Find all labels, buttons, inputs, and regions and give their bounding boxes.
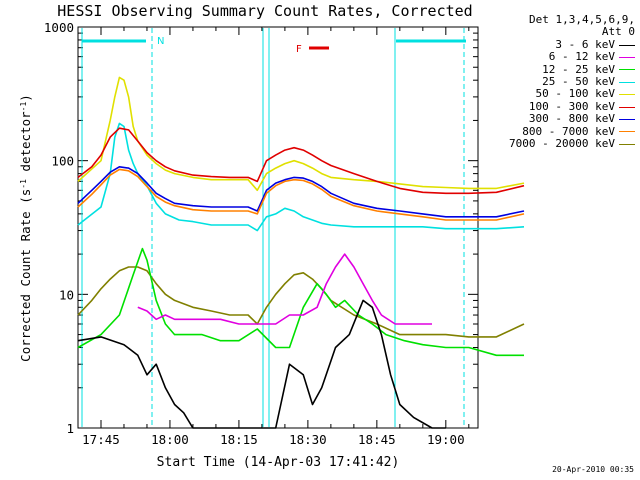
y-axis: 1 10 100 1000	[44, 20, 478, 436]
series-line-6	[77, 127, 525, 195]
x-tick-label: 18:45	[358, 432, 396, 447]
y-axis-label-mid: detector	[18, 111, 33, 179]
y-axis-label-sup1: -1	[19, 179, 28, 189]
legend-swatch	[619, 81, 635, 83]
x-tick-label: 19:00	[427, 432, 465, 447]
y-axis-label-main: Corrected Count Rate (s	[18, 189, 33, 362]
series-group	[77, 76, 525, 429]
legend-entry: 300 - 800 keV	[470, 112, 635, 126]
legend-label: 25 - 50 keV	[542, 75, 615, 89]
legend-swatch	[619, 94, 635, 96]
legend-label: 300 - 800 keV	[528, 112, 615, 126]
legend-swatch	[619, 131, 635, 133]
legend-swatch	[619, 44, 635, 46]
series-line-3	[77, 247, 524, 357]
legend-label: 50 - 100 keV	[535, 87, 615, 101]
y-tick-label: 100	[51, 154, 74, 169]
legend-entry: 12 - 25 keV	[470, 62, 635, 76]
legend-label: 7000 - 20000 keV	[509, 137, 615, 151]
y-tick-label: 1000	[44, 20, 74, 35]
legend-header-line2: Att 0	[601, 25, 635, 39]
series-line-2	[137, 253, 432, 325]
legend-header-line1: Det 1,3,4,5,6,9,	[529, 13, 635, 26]
legend-entry: 7000 - 20000 keV	[470, 137, 635, 151]
y-tick-label: 1	[66, 421, 74, 436]
series-line-8	[77, 168, 525, 221]
legend-entries: 3 - 6 keV 6 - 12 keV 12 - 25 keV 25 - 50 ke…	[470, 37, 635, 151]
x-axis: 17:45 18:00 18:15 18:30 18:45 19:00	[77, 27, 470, 447]
legend-label: 3 - 6 keV	[555, 37, 615, 51]
x-tick-label: 18:15	[220, 432, 258, 447]
legend-label: 6 - 12 keV	[548, 50, 615, 64]
x-tick-label: 18:00	[151, 432, 189, 447]
x-tick-label: 17:45	[82, 432, 120, 447]
series-line-5	[77, 76, 525, 192]
series-line-4	[77, 122, 525, 232]
night-label: N	[157, 36, 164, 47]
date-stamp: 20-Apr-2010 00:35	[552, 465, 634, 474]
legend-swatch	[619, 118, 635, 120]
legend-swatch	[619, 106, 635, 108]
legend-entry: 3 - 6 keV	[470, 37, 635, 51]
series-line-7	[77, 166, 525, 218]
flare-label: F	[296, 44, 302, 55]
legend-swatch	[619, 56, 635, 58]
y-axis-label-end: )	[18, 94, 33, 102]
y-axis-label: Corrected Count Rate (s-1 detector-1)	[18, 94, 33, 362]
x-tick-label: 18:30	[289, 432, 327, 447]
legend-entry: 6 - 12 keV	[470, 50, 635, 64]
chart-title: HESSI Observing Summary Count Rates, Cor…	[57, 2, 472, 20]
legend-label: 100 - 300 keV	[528, 99, 615, 113]
plot-frame	[77, 26, 479, 429]
legend: Det 1,3,4,5,6,9, Att 0 3 - 6 keV 6 - 12 k…	[470, 13, 635, 151]
legend-entry: 50 - 100 keV	[470, 88, 635, 100]
y-axis-label-sup2: -1	[19, 102, 28, 112]
legend-entry: 800 - 7000 keV	[470, 124, 635, 138]
legend-swatch	[619, 143, 635, 145]
legend-entry: 25 - 50 keV	[470, 75, 635, 89]
x-axis-label: Start Time (14-Apr-03 17:41:42)	[157, 455, 400, 470]
legend-label: 12 - 25 keV	[542, 62, 615, 76]
legend-swatch	[619, 69, 635, 71]
legend-entry: 100 - 300 keV	[470, 99, 635, 113]
legend-label: 800 - 7000 keV	[522, 124, 615, 138]
series-line-9	[77, 266, 525, 338]
y-tick-label: 10	[59, 287, 74, 302]
series-line-1	[77, 299, 446, 429]
